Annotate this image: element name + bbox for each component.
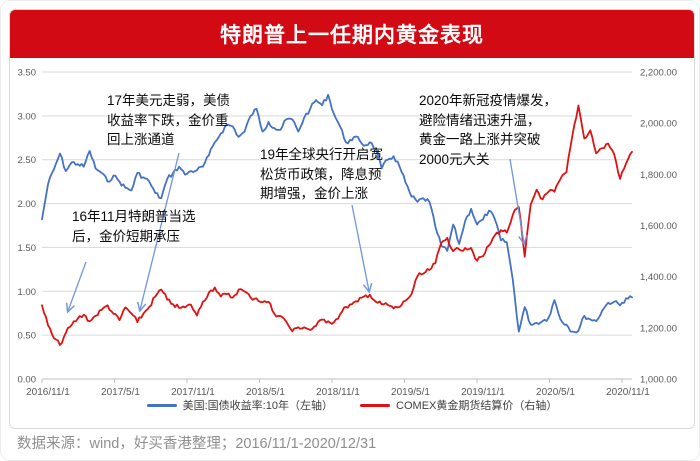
y-axis-right-tick: 2,000.00 bbox=[640, 119, 677, 130]
y-axis-left-tick: 2.00 bbox=[18, 199, 37, 210]
legend-swatch-right bbox=[360, 403, 391, 407]
y-axis-left-tick: 3.50 bbox=[18, 68, 37, 79]
y-axis-right-tick: 1,000.00 bbox=[640, 375, 677, 386]
y-axis-left-tick: 3.00 bbox=[18, 111, 37, 122]
annotation-arrow bbox=[68, 261, 87, 311]
x-axis-tick: 2017/11/1 bbox=[171, 387, 215, 398]
y-axis-right-tick: 1,600.00 bbox=[640, 221, 677, 232]
series-line-comex-gold bbox=[41, 104, 633, 346]
x-axis-tick: 2016/11/1 bbox=[26, 387, 70, 398]
annotation-4: 2020年新冠疫情爆发， 避险情绪迅速升温， 黄金一路上涨并突破 2000元大关 bbox=[419, 93, 558, 167]
y-axis-left-tick: 0.00 bbox=[18, 375, 37, 386]
x-axis-tick: 2018/11/1 bbox=[316, 387, 360, 398]
y-axis-right-tick: 1,400.00 bbox=[640, 272, 677, 283]
legend-item-treasury-yield: 美国:国债收益率:10年（左轴） bbox=[146, 397, 333, 413]
x-axis-tick: 2020/5/1 bbox=[536, 387, 575, 398]
x-axis-tick: 2018/5/1 bbox=[246, 387, 285, 398]
y-axis-right-tick: 1,200.00 bbox=[640, 323, 677, 334]
chart-area: 3.50 3.00 2.50 2.00 1.50 1.00 0.50 0.00 2,200.00… bbox=[10, 58, 694, 427]
x-axis-tick: 2017/5/1 bbox=[101, 387, 140, 398]
annotation-2: 16年11月特朗普当选 后，金价短期承压 bbox=[72, 209, 196, 244]
series-line-treasury-yield bbox=[41, 93, 633, 334]
legend-label-comex-gold: COMEX黄金期货结算价（右轴） bbox=[396, 400, 558, 412]
legend-swatch-left bbox=[146, 403, 177, 407]
y-axis-right-tick: 2,200.00 bbox=[640, 68, 677, 79]
annotation-arrow bbox=[509, 158, 524, 243]
x-axis-tick: 2019/5/1 bbox=[391, 387, 430, 398]
source-note: 数据来源：wind，好买香港整理；2016/11/1-2020/12/31 bbox=[17, 436, 377, 452]
y-axis-right-tick: 1,800.00 bbox=[640, 170, 677, 181]
annotation-3: 19年全球央行开启宽 松货币政策，降息预 期增强，金价上涨 bbox=[260, 147, 384, 202]
annotation-arrow bbox=[140, 152, 180, 310]
chart-title-bar: 特朗普上一任期内黄金表现 bbox=[10, 10, 694, 58]
y-axis-left-tick: 1.00 bbox=[18, 287, 37, 298]
chart-legend: 美国:国债收益率:10年（左轴） COMEX黄金期货结算价（右轴） bbox=[10, 397, 694, 413]
y-axis-left-tick: 0.50 bbox=[18, 331, 37, 342]
x-axis-tick: 2020/11/1 bbox=[606, 387, 650, 398]
annotation-1: 17年美元走弱，美债 收益率下跌，金价重 回上涨通道 bbox=[107, 93, 231, 148]
line-chart: 3.50 3.00 2.50 2.00 1.50 1.00 0.50 0.00 2,200.00… bbox=[18, 68, 677, 399]
legend-label-treasury-yield: 美国:国债收益率:10年（左轴） bbox=[182, 400, 333, 412]
x-axis-tick: 2019/11/1 bbox=[461, 387, 505, 398]
y-axis-left-tick: 1.50 bbox=[18, 243, 37, 254]
legend-item-comex-gold: COMEX黄金期货结算价（右轴） bbox=[360, 397, 557, 413]
annotation-arrow bbox=[351, 204, 369, 291]
y-axis-left-tick: 2.50 bbox=[18, 155, 37, 166]
chart-title: 特朗普上一任期内黄金表现 bbox=[220, 24, 484, 47]
gold-chart-card: 特朗普上一任期内黄金表现 3.50 3.00 2.50 2.00 1.50 1.00 0.5… bbox=[9, 9, 695, 429]
